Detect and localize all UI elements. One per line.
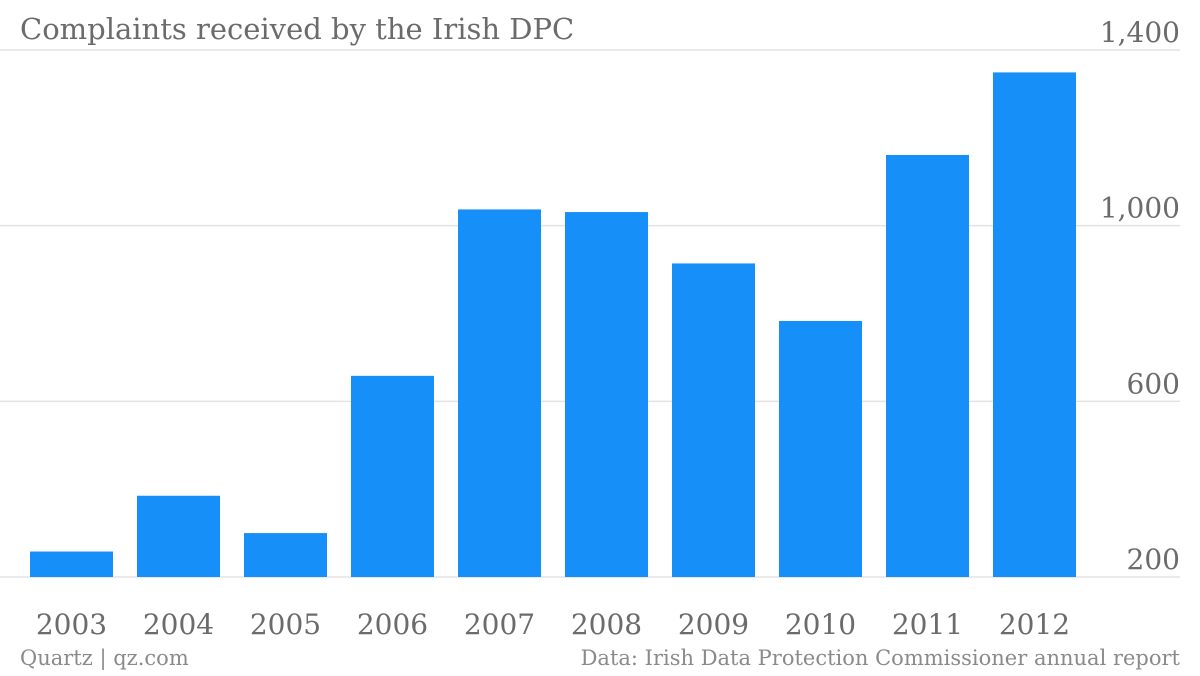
bar-2011: [886, 154, 969, 578]
bar-2009: [672, 263, 755, 577]
chart-title: Complaints received by the Irish DPC: [20, 12, 575, 46]
x-tick-label: 2004: [143, 608, 214, 641]
y-axis-tick-labels: 200 600 1,000 1,400: [1100, 16, 1180, 576]
y-tick-label: 600: [1127, 367, 1180, 400]
bar-2010: [779, 320, 862, 577]
y-tick-label: 1,000: [1100, 192, 1180, 225]
x-tick-label: 2012: [999, 608, 1070, 641]
bar-2005: [244, 533, 327, 577]
bar-2008: [565, 212, 648, 578]
x-tick-label: 2008: [571, 608, 642, 641]
x-tick-label: 2003: [36, 608, 107, 641]
bar-2012: [993, 72, 1076, 578]
x-tick-label: 2006: [357, 608, 428, 641]
x-axis-tick-labels: 2003 2004 2005 2006 2007 2008 2009 2010 2011 2012: [36, 608, 1070, 641]
x-tick-label: 2007: [464, 608, 535, 641]
bar-2004: [137, 495, 220, 577]
y-tick-label: 1,400: [1100, 16, 1180, 49]
bars: [30, 72, 1076, 578]
x-tick-label: 2005: [250, 608, 321, 641]
x-tick-label: 2009: [678, 608, 749, 641]
x-tick-label: 2011: [892, 608, 963, 641]
y-tick-label: 200: [1127, 543, 1180, 576]
bar-2003: [30, 551, 113, 577]
x-tick-label: 2010: [785, 608, 856, 641]
source-text: Data: Irish Data Protection Commissioner…: [580, 646, 1180, 670]
credit-text: Quartz | qz.com: [20, 646, 189, 670]
bar-2006: [351, 375, 434, 577]
bar-2007: [458, 209, 541, 578]
